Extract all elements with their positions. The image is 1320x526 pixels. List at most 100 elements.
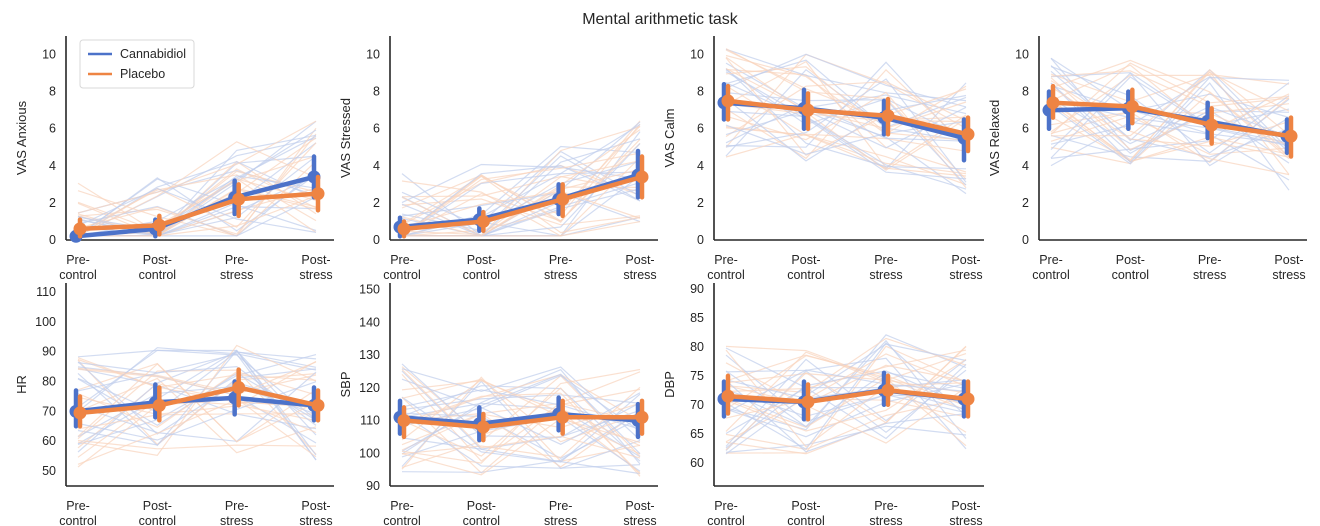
- subject-line: [725, 343, 967, 455]
- y-tick-label: 100: [35, 315, 56, 329]
- subject-line: [401, 120, 641, 237]
- subject-lines: [77, 120, 317, 237]
- y-tick-label: 8: [697, 85, 704, 99]
- data-point: [73, 406, 87, 420]
- data-point: [1125, 99, 1139, 113]
- chart-panel-1: 0 2 4 6 8 10 Pre-control Post-control Pre-stress…: [14, 36, 334, 282]
- x-tick-label: Pre-control: [707, 499, 745, 526]
- data-point: [635, 170, 649, 184]
- subject-line: [401, 160, 641, 236]
- subject-line: [725, 345, 967, 455]
- y-tick-label: 85: [690, 311, 704, 325]
- subject-line: [77, 366, 317, 444]
- chart-panel-2: 0 2 4 6 8 10 Pre-control Post-control Pre-stress…: [338, 36, 658, 282]
- series-line: [75, 395, 315, 414]
- subject-line: [77, 439, 317, 450]
- subject-line: [725, 59, 967, 142]
- x-tick-label: Pre-control: [707, 253, 745, 282]
- subject-line: [1050, 72, 1290, 127]
- subject-line: [1050, 98, 1290, 145]
- subject-line: [77, 371, 317, 442]
- x-tick-label: Pre-control: [59, 253, 97, 282]
- subject-line: [725, 372, 967, 394]
- subject-line: [725, 67, 967, 130]
- y-tick-label: 110: [36, 285, 56, 299]
- chart-panel-3: 0 2 4 6 8 10 Pre-control Post-control Pre-stress…: [662, 36, 984, 282]
- subject-line: [725, 49, 967, 121]
- y-axis-label: VAS Stressed: [338, 98, 353, 178]
- subject-line: [401, 412, 641, 459]
- subject-line: [725, 355, 967, 410]
- subject-line: [401, 142, 641, 222]
- subject-line: [1050, 103, 1290, 163]
- y-axis-label: SBP: [338, 371, 353, 397]
- subject-line: [77, 368, 317, 446]
- data-point: [232, 192, 246, 206]
- y-tick-label: 90: [690, 282, 704, 296]
- subject-line: [401, 163, 641, 204]
- subject-line: [725, 370, 967, 449]
- x-tick-label: Pre-control: [59, 499, 97, 526]
- subject-line: [401, 378, 641, 445]
- subject-line: [402, 216, 641, 237]
- subject-line: [725, 126, 967, 177]
- subject-line: [77, 129, 317, 231]
- subject-line: [1050, 64, 1290, 132]
- y-tick-label: 0: [373, 233, 380, 247]
- x-tick-label: Post-control: [787, 499, 825, 526]
- subject-line: [77, 358, 317, 388]
- legend: Cannabidiol Placebo: [79, 39, 195, 89]
- x-tick-label: Pre-stress: [869, 499, 902, 526]
- y-tick-label: 4: [1022, 159, 1029, 173]
- data-point: [635, 410, 649, 424]
- subject-line: [725, 66, 967, 141]
- series-placebo: [73, 174, 325, 239]
- series-placebo: [721, 83, 975, 154]
- subject-line: [401, 175, 641, 237]
- series-line: [403, 174, 643, 232]
- subject-line: [725, 353, 967, 419]
- data-point: [881, 383, 895, 397]
- subject-line: [725, 397, 967, 443]
- chart-panel-4: 0 2 4 6 8 10 Pre-control Post-control Pre-stress…: [987, 36, 1307, 282]
- y-tick-label: 4: [697, 159, 704, 173]
- subject-line: [1050, 59, 1290, 158]
- subject-line: [401, 369, 641, 459]
- subject-line: [77, 178, 317, 237]
- series-placebo: [1046, 83, 1298, 159]
- subject-line: [77, 359, 317, 446]
- subject-line: [725, 103, 967, 123]
- subject-line: [401, 366, 641, 441]
- chart-panel-7: 60 65 70 75 80 85 90 Pre-control Post-control Pre…: [662, 282, 984, 526]
- subject-line: [78, 196, 317, 237]
- y-tick-label: 80: [42, 375, 56, 389]
- subject-line: [1050, 76, 1290, 159]
- subject-line: [401, 374, 641, 432]
- data-point: [961, 392, 975, 406]
- subject-line: [77, 349, 317, 421]
- y-tick-label: 6: [373, 122, 380, 136]
- subject-line: [1050, 98, 1290, 163]
- x-tick-label: Post-stress: [299, 253, 332, 282]
- subject-line: [725, 91, 967, 189]
- y-tick-label: 65: [690, 427, 704, 441]
- subject-line: [725, 53, 967, 108]
- x-tick-label: Pre-stress: [869, 253, 902, 282]
- subject-line: [401, 373, 641, 455]
- subject-line: [77, 347, 317, 413]
- y-tick-label: 0: [697, 233, 704, 247]
- subject-lines: [725, 48, 967, 195]
- subject-line: [1050, 71, 1290, 137]
- subject-line: [401, 374, 641, 426]
- y-tick-label: 75: [690, 369, 704, 383]
- x-tick-label: Post-control: [139, 253, 177, 282]
- y-tick-label: 2: [373, 196, 380, 210]
- subject-line: [725, 369, 967, 452]
- x-tick-label: Pre-stress: [544, 253, 577, 282]
- subject-line: [725, 334, 967, 431]
- data-point: [801, 395, 815, 409]
- subject-line: [401, 125, 641, 237]
- subject-line: [77, 137, 317, 237]
- y-tick-label: 4: [49, 159, 56, 173]
- subject-line: [77, 127, 317, 237]
